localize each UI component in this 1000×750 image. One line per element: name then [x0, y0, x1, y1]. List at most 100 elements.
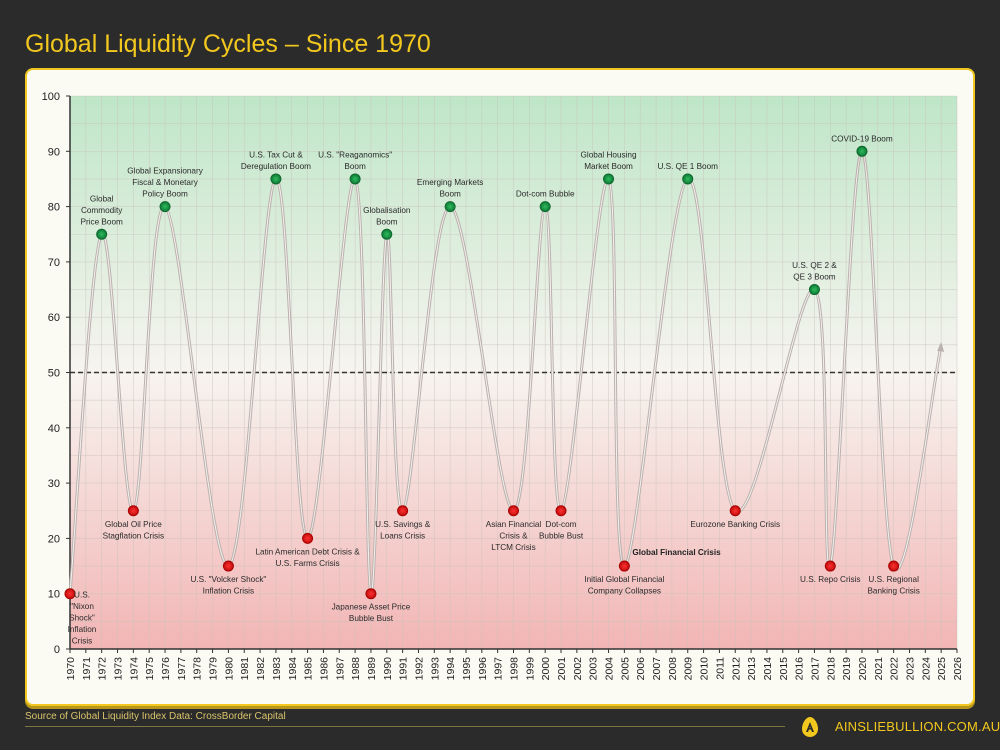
crisis-label: U.S. — [74, 591, 90, 600]
crisis-label: LTCM Crisis — [491, 543, 535, 552]
x-tick-label: 1993 — [429, 657, 441, 681]
boom-point — [381, 228, 393, 240]
boom-label: Boom — [376, 217, 398, 226]
x-tick-label: 2006 — [635, 657, 647, 681]
x-tick-label: 1974 — [128, 657, 140, 681]
x-tick-label: 2023 — [904, 657, 916, 681]
y-tick-label: 50 — [48, 368, 60, 380]
y-tick-label: 0 — [54, 644, 60, 656]
crisis-point — [888, 560, 900, 572]
crisis-label: Latin American Debt Crisis & — [255, 547, 360, 556]
crisis-label: Loans Crisis — [380, 531, 425, 540]
crisis-label: Global Oil Price — [105, 520, 162, 529]
boom-point — [539, 201, 551, 213]
crisis-point — [64, 588, 76, 600]
footer-divider — [25, 726, 785, 727]
x-tick-label: 2002 — [572, 657, 584, 681]
crisis-label: Dot-com — [546, 520, 577, 529]
x-tick-label: 1970 — [65, 657, 77, 681]
boom-label: Globalisation — [363, 206, 411, 215]
x-tick-label: 2003 — [588, 657, 600, 681]
y-tick-label: 80 — [48, 202, 60, 214]
x-tick-label: 1972 — [97, 657, 109, 681]
x-tick-label: 1997 — [493, 657, 505, 681]
boom-label: Market Boom — [584, 162, 633, 171]
x-tick-label: 1977 — [176, 657, 188, 681]
x-tick-label: 1982 — [255, 657, 267, 681]
boom-point — [808, 284, 820, 296]
boom-label: QE 3 Boom — [793, 273, 836, 282]
x-tick-label: 1987 — [334, 657, 346, 681]
chart-panel: 0 10 20 30 40 50 60 70 80 90 100 1970 1971 1972 1973 19… — [25, 68, 975, 706]
boom-label: U.S. Tax Cut & — [249, 150, 303, 159]
boom-point — [856, 145, 868, 157]
crisis-point — [302, 532, 314, 544]
boom-label: Price Boom — [81, 217, 123, 226]
x-tick-label: 1978 — [192, 657, 204, 681]
x-tick-label: 2004 — [604, 657, 616, 681]
y-tick-label: 20 — [48, 533, 60, 545]
crisis-point — [508, 505, 519, 517]
x-tick-label: 1981 — [239, 657, 251, 681]
boom-label: Global — [90, 194, 114, 203]
crisis-label: U.S. Farms Crisis — [276, 559, 340, 568]
x-tick-label: 2005 — [619, 657, 631, 681]
boom-label: Boom — [344, 162, 366, 171]
boom-label: U.S. "Reaganomics" — [318, 150, 392, 159]
crisis-label: U.S. "Volcker Shock" — [190, 575, 266, 584]
x-tick-label: 1975 — [144, 657, 156, 681]
y-tick-label: 90 — [48, 146, 60, 158]
x-tick-label: 2007 — [651, 657, 663, 681]
crisis-label: "Nixon — [70, 602, 94, 611]
crisis-point — [365, 588, 377, 600]
x-tick-label: 1994 — [445, 657, 457, 681]
x-tick-label: 1992 — [413, 657, 425, 681]
x-tick-label: 1985 — [303, 657, 315, 681]
boom-point — [270, 173, 282, 185]
crisis-label: U.S. Repo Crisis — [800, 575, 861, 584]
x-tick-label: 1971 — [81, 657, 93, 681]
x-tick-label: 1999 — [524, 657, 536, 681]
boom-label: Global Housing — [581, 150, 637, 159]
x-tick-label: 2011 — [714, 657, 726, 680]
crisis-label: Crisis — [72, 637, 92, 646]
y-tick-label: 40 — [48, 423, 60, 435]
x-tick-label: 2017 — [809, 657, 821, 681]
crisis-point — [127, 505, 139, 517]
crisis-point — [397, 505, 409, 517]
crisis-label: U.S. Regional — [868, 575, 919, 584]
x-tick-label: 2013 — [746, 657, 758, 681]
y-tick-label: 70 — [48, 257, 60, 269]
x-tick-label: 1988 — [350, 657, 362, 681]
x-tick-label: 2014 — [762, 657, 774, 681]
x-tick-label: 1989 — [366, 657, 378, 681]
x-tick-label: 2016 — [794, 657, 806, 681]
x-tick-label: 1983 — [271, 657, 283, 681]
x-tick-label: 2021 — [873, 657, 885, 681]
crisis-point — [618, 560, 630, 572]
ainslie-logo-icon — [802, 717, 818, 737]
boom-point — [159, 201, 171, 213]
boom-point — [96, 228, 108, 240]
x-tick-label: 2012 — [730, 657, 742, 681]
x-tick-label: 2022 — [889, 657, 901, 681]
x-tick-label: 1996 — [477, 657, 489, 681]
crisis-label: Company Collapses — [588, 587, 661, 596]
crisis-label: U.S. Savings & — [375, 520, 431, 529]
x-tick-label: 2001 — [556, 657, 568, 681]
boom-label: Deregulation Boom — [241, 162, 311, 171]
boom-point — [603, 173, 615, 185]
projection-arrowhead — [937, 341, 945, 352]
x-tick-label: 2009 — [683, 657, 695, 681]
boom-point — [444, 201, 456, 213]
boom-label: Fiscal & Monetary — [132, 178, 198, 187]
boom-label: Commodity — [81, 206, 123, 215]
x-tick-label: 2010 — [699, 657, 711, 681]
crisis-label: Initial Global Financial — [584, 575, 664, 584]
website-link[interactable]: AINSLIEBULLION.COM.AU — [835, 719, 1000, 734]
crisis-label: Japanese Asset Price — [332, 603, 411, 612]
x-tick-label: 2025 — [936, 657, 948, 681]
crisis-label: Banking Crisis — [867, 587, 919, 596]
crisis-point — [555, 505, 567, 517]
